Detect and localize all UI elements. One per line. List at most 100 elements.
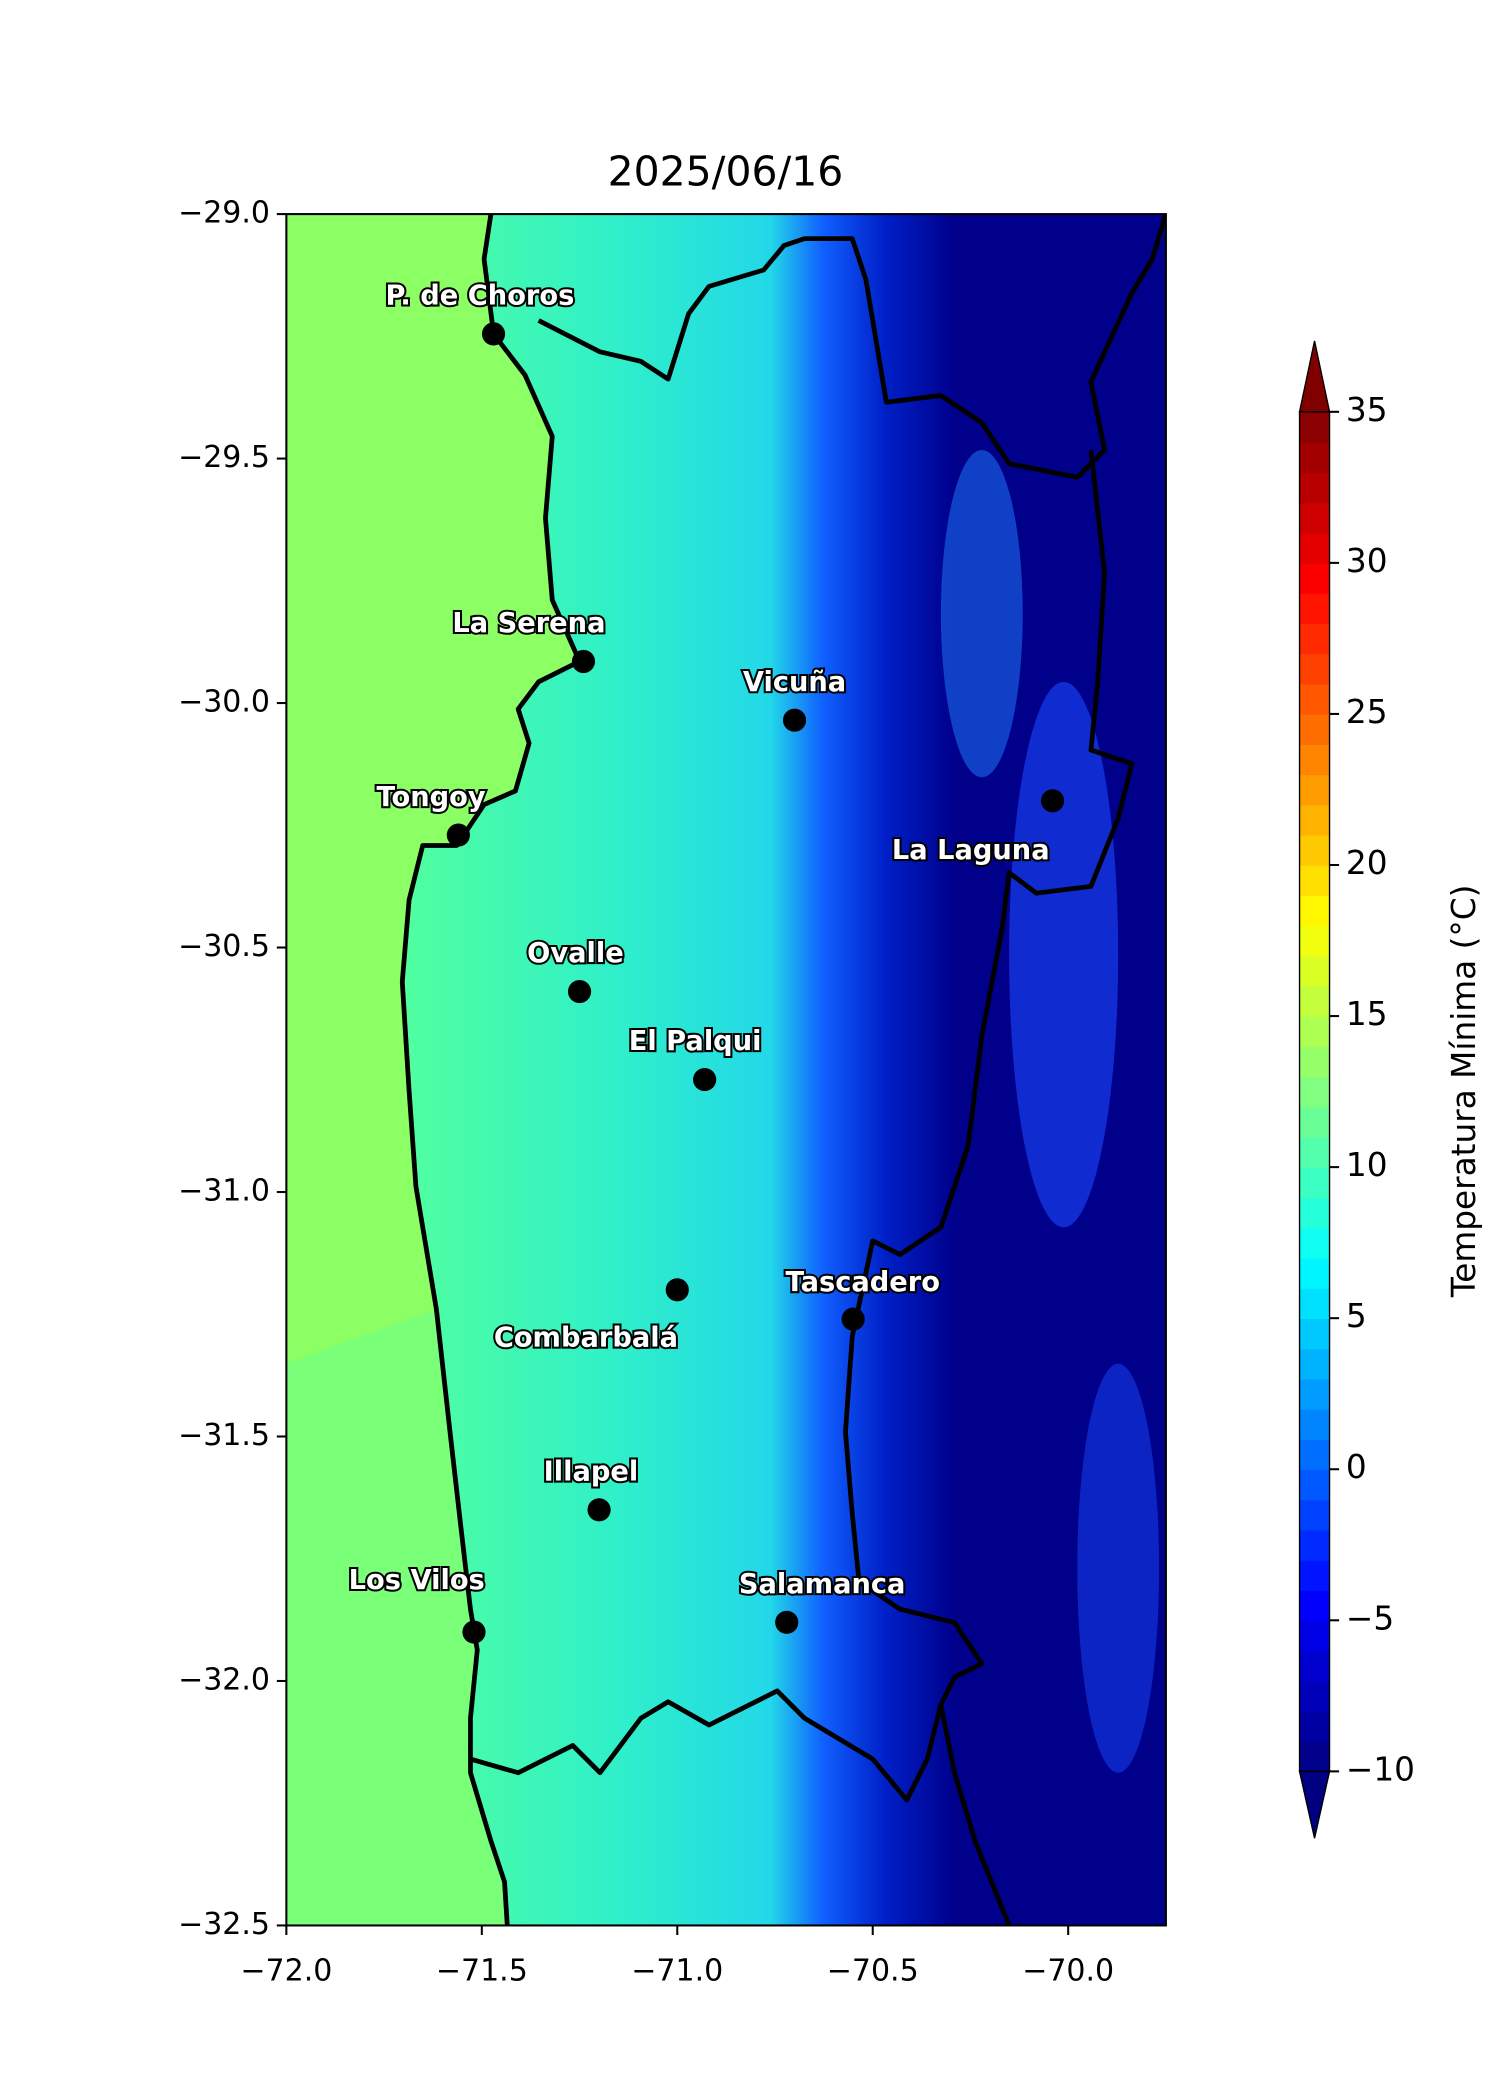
colorbar-extend: [1298, 1770, 1331, 1839]
colorbar-extend: [1298, 340, 1331, 413]
city-marker: [567, 979, 592, 1004]
city-label: P. de Choros: [385, 281, 574, 312]
colorbar-band: [1299, 442, 1330, 474]
colorbar-band: [1299, 865, 1330, 897]
colorbar-band: [1299, 1620, 1330, 1652]
colorbar-band: [1299, 1257, 1330, 1289]
colorbar-band: [1299, 1559, 1330, 1591]
colorbar-band: [1299, 1136, 1330, 1168]
city-marker: [782, 708, 807, 732]
city-label: Illapel: [544, 1457, 639, 1488]
colorbar-band: [1299, 925, 1330, 957]
colorbar-band: [1299, 593, 1330, 625]
colorbar-band: [1299, 1348, 1330, 1380]
colorbar-band: [1299, 1227, 1330, 1259]
colorbar-band: [1299, 834, 1330, 866]
plot-frame: [285, 213, 1167, 1927]
x-tick-label: −70.5: [827, 1953, 919, 1988]
x-tick-label: −71.5: [436, 1953, 528, 1988]
map-title: 2025/06/16: [608, 148, 844, 196]
city-marker: [841, 1307, 865, 1331]
y-tick-label: −31.5: [178, 1418, 270, 1453]
x-tick-label: −70.0: [1022, 1953, 1114, 1988]
colorbar-band: [1299, 1076, 1330, 1108]
city-marker: [775, 1610, 799, 1634]
city-marker: [665, 1278, 689, 1302]
coastline: [399, 214, 582, 1926]
colorbar-band: [1299, 1680, 1330, 1712]
colorbar-band: [1299, 1408, 1330, 1440]
y-tick-label: −29.5: [178, 440, 270, 475]
colorbar-band: [1299, 1650, 1330, 1682]
colorbar-tick-label: −5: [1346, 1599, 1394, 1637]
colorbar-band: [1299, 1287, 1330, 1319]
city-label: La Serena: [452, 608, 605, 639]
colorbar-tick-label: 15: [1346, 995, 1388, 1033]
colorbar-band: [1299, 1710, 1330, 1742]
colorbar-band: [1299, 985, 1330, 1017]
y-tick-label: −30.0: [178, 685, 270, 720]
colorbar-tick-label: 20: [1346, 844, 1388, 882]
colorbar-band: [1299, 532, 1330, 564]
colorbar-band: [1299, 683, 1330, 715]
city-marker: [462, 1620, 486, 1644]
colorbar-band: [1299, 1378, 1330, 1410]
colorbar-band: [1299, 804, 1330, 836]
colorbar-band: [1299, 713, 1330, 745]
city-marker: [693, 1067, 717, 1092]
y-tick-label: −30.5: [178, 929, 270, 964]
city-marker: [571, 649, 596, 674]
international-border: [843, 449, 1135, 1926]
colorbar-band: [1299, 411, 1330, 443]
x-tick-label: −72.0: [240, 1953, 332, 1988]
colorbar-band: [1299, 1016, 1330, 1048]
colorbar-band: [1299, 502, 1330, 534]
city-marker: [587, 1498, 611, 1522]
city-marker: [481, 322, 506, 346]
colorbar-label: Temperatura Mínima (°C): [1445, 885, 1483, 1298]
colorbar-frame: [1298, 411, 1331, 1773]
colorbar-band: [1299, 1197, 1330, 1229]
city-label: Combarbalá: [494, 1322, 678, 1353]
x-tick-label: −71.0: [631, 1953, 723, 1988]
colorbar-band: [1299, 1046, 1330, 1078]
colorbar-band: [1299, 1499, 1330, 1531]
colorbar-band: [1299, 562, 1330, 594]
colorbar-band: [1299, 1167, 1330, 1199]
colorbar-tick-label: 35: [1346, 391, 1388, 429]
colorbar-band: [1299, 1469, 1330, 1501]
colorbar-tick-label: 25: [1346, 693, 1388, 731]
city-marker: [1040, 789, 1065, 813]
colorbar-band: [1299, 1590, 1330, 1622]
colorbar-tick-label: 0: [1346, 1448, 1367, 1486]
y-tick-label: −32.0: [178, 1662, 270, 1697]
colorbar-tick-label: 5: [1346, 1297, 1367, 1335]
colorbar-band: [1299, 623, 1330, 655]
y-tick-label: −31.0: [178, 1174, 270, 1209]
city-label: Tongoy: [377, 782, 486, 813]
city-marker: [446, 823, 470, 847]
city-label: Tascadero: [785, 1267, 939, 1298]
colorbar-band: [1299, 895, 1330, 927]
city-label: Ovalle: [527, 938, 624, 969]
colorbar-band: [1299, 1106, 1330, 1138]
region-border: [469, 1688, 944, 1803]
city-label: Los Vilos: [349, 1565, 485, 1596]
colorbar-band: [1299, 744, 1330, 776]
colorbar-band: [1299, 774, 1330, 806]
colorbar-band: [1299, 1529, 1330, 1561]
colorbar-band: [1299, 955, 1330, 987]
colorbar-tick-label: 30: [1346, 542, 1388, 580]
y-tick-label: −32.5: [178, 1907, 270, 1942]
city-label: Vicuña: [743, 667, 846, 698]
city-label: El Palqui: [629, 1026, 762, 1057]
colorbar-band: [1299, 1741, 1330, 1773]
region-border: [537, 214, 1166, 480]
colorbar-tick-label: −10: [1346, 1750, 1415, 1788]
colorbar-band: [1299, 1318, 1330, 1350]
colorbar-band: [1299, 653, 1330, 685]
y-tick-label: −29.0: [178, 196, 270, 231]
city-label: Salamanca: [739, 1569, 906, 1600]
colorbar-band: [1299, 1439, 1330, 1471]
